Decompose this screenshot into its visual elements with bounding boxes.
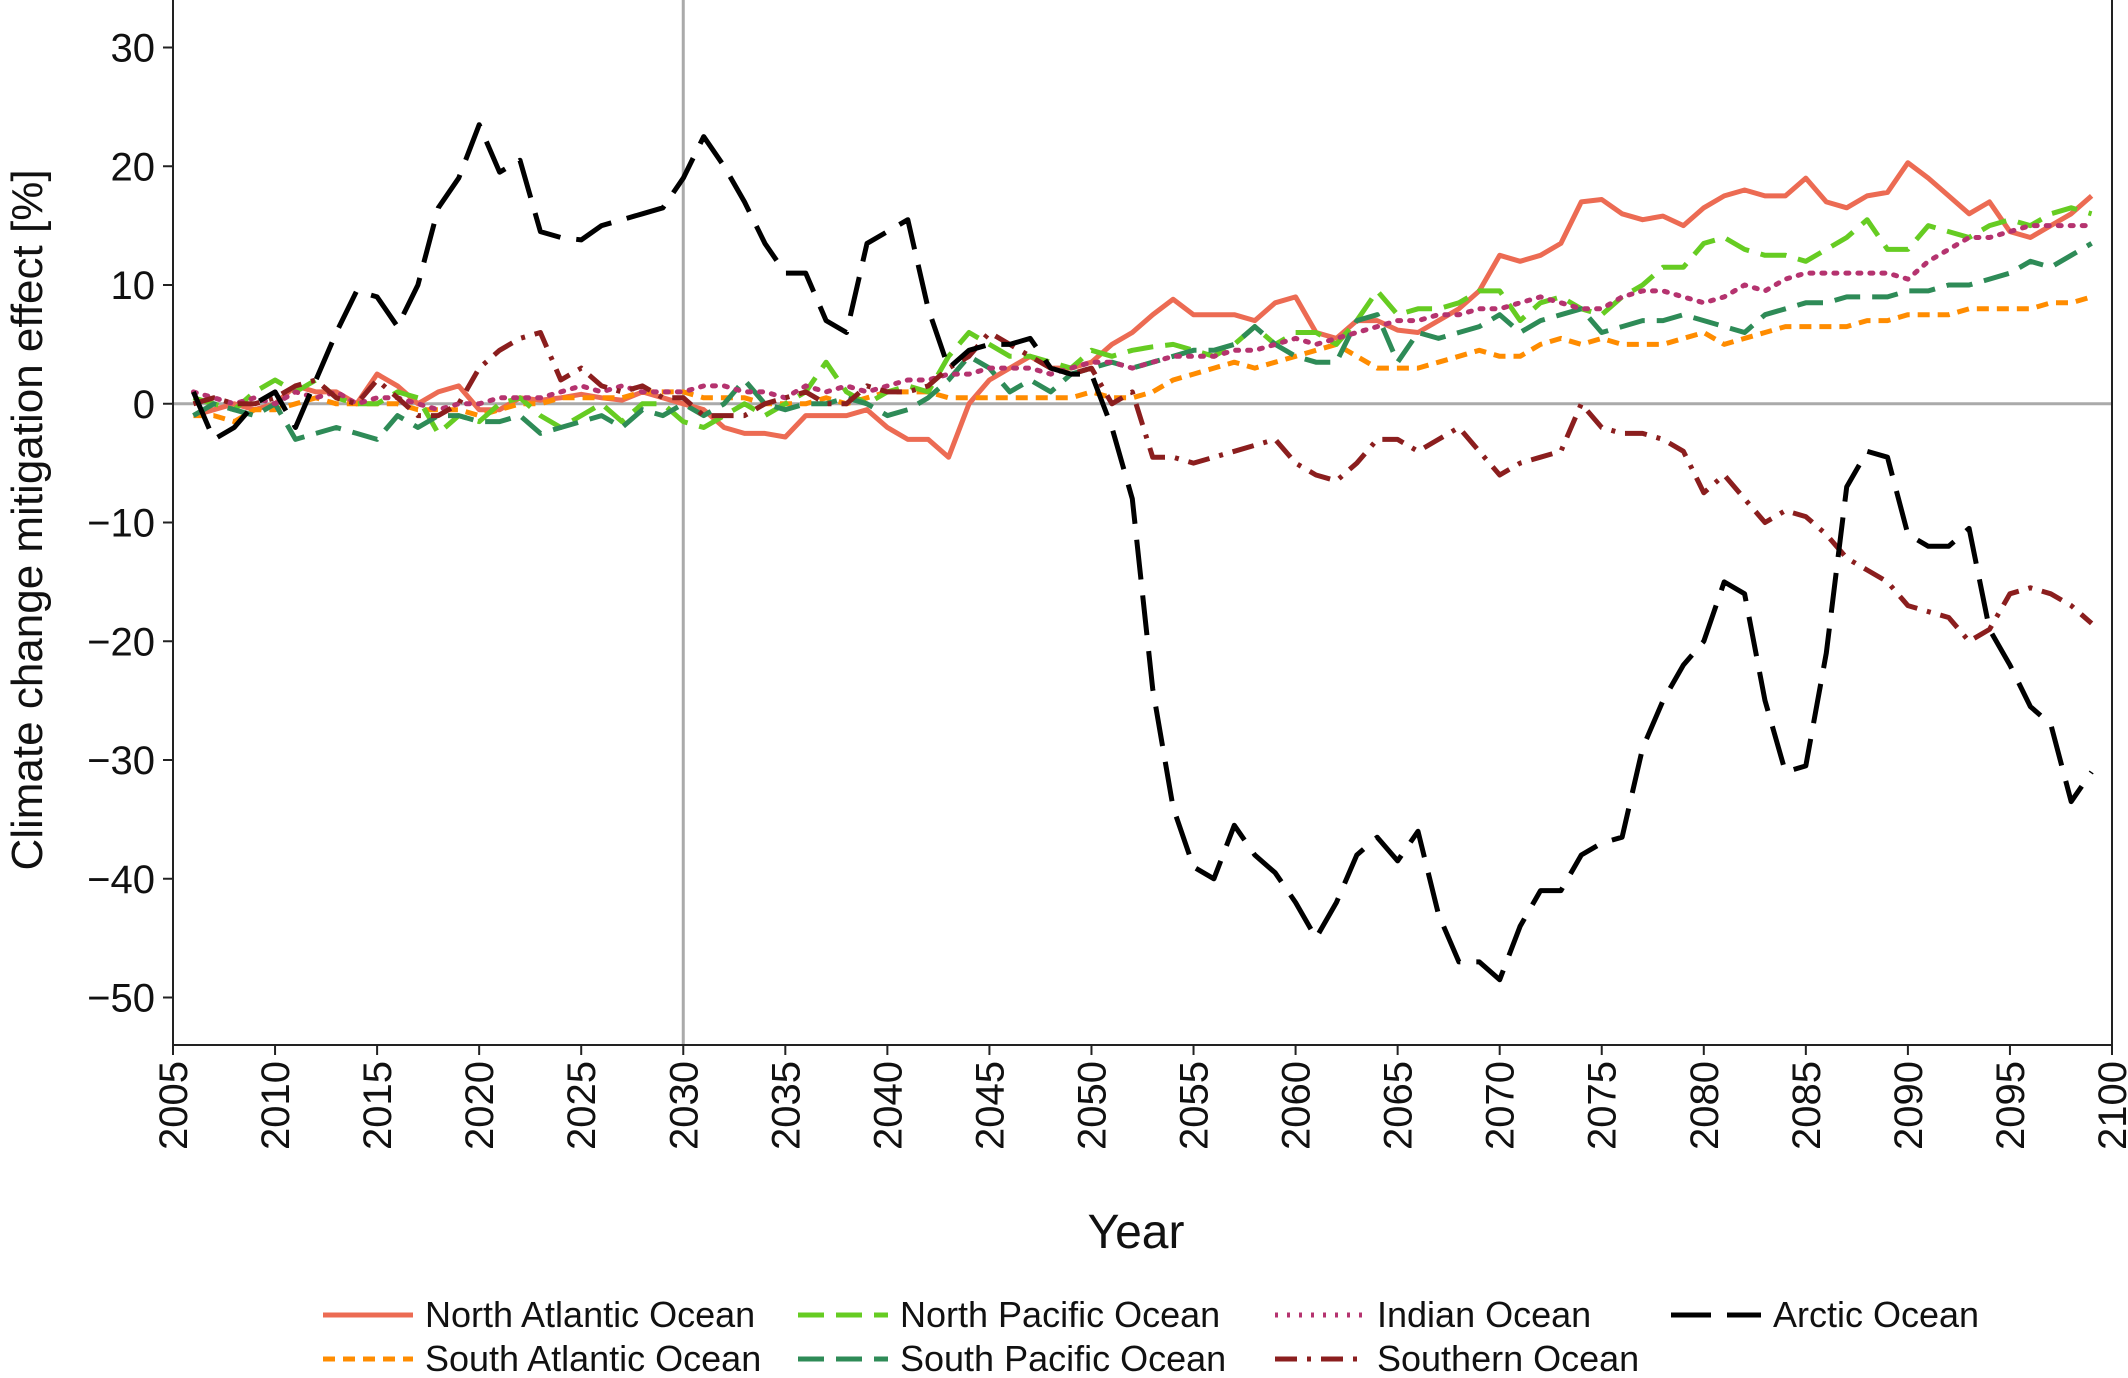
legend-label: South Pacific Ocean	[900, 1338, 1226, 1378]
y-tick-label: −30	[87, 739, 155, 783]
x-tick-label: 2100	[2091, 1061, 2128, 1150]
y-tick-label: 10	[111, 264, 156, 308]
x-tick-label: 2050	[1070, 1061, 1114, 1150]
x-tick-label: 2030	[662, 1061, 706, 1150]
x-tick-label: 2025	[560, 1061, 604, 1150]
y-tick-label: −50	[87, 977, 155, 1021]
series-line	[191, 122, 2094, 983]
x-tick-label: 2080	[1683, 1061, 1727, 1150]
series-line	[192, 330, 2094, 644]
legend-label: North Atlantic Ocean	[425, 1294, 755, 1335]
series-line	[192, 205, 2093, 436]
legend-label: Southern Ocean	[1377, 1338, 1639, 1378]
x-tick-label: 2065	[1377, 1061, 1421, 1150]
x-tick-label: 2010	[254, 1061, 298, 1150]
x-tick-label: 2005	[152, 1061, 196, 1150]
x-tick-label: 2090	[1887, 1061, 1931, 1150]
series-line	[193, 294, 2093, 425]
legend-label: North Pacific Ocean	[900, 1294, 1220, 1335]
x-tick-label: 2020	[458, 1061, 502, 1150]
x-tick-label: 2035	[764, 1061, 808, 1150]
y-tick-label: −10	[87, 502, 155, 546]
legend-label: Indian Ocean	[1377, 1294, 1591, 1335]
y-tick-label: −40	[87, 858, 155, 902]
x-tick-label: 2045	[968, 1061, 1012, 1150]
x-tick-label: 2095	[1989, 1061, 2033, 1150]
y-tick-label: 30	[111, 27, 156, 71]
x-tick-label: 2055	[1173, 1061, 1217, 1150]
legend-label: South Atlantic Ocean	[425, 1338, 761, 1378]
series-line	[190, 223, 2095, 413]
x-tick-label: 2060	[1275, 1061, 1319, 1150]
y-axis-label: Climate change mitigation effect [%]	[3, 169, 52, 870]
y-tick-label: 20	[111, 145, 156, 189]
x-tick-label: 2075	[1581, 1061, 1625, 1150]
y-tick-label: −20	[87, 620, 155, 664]
x-tick-label: 2040	[866, 1061, 910, 1150]
x-tick-label: 2085	[1785, 1061, 1829, 1150]
series-line	[192, 160, 2094, 460]
x-tick-label: 2015	[356, 1061, 400, 1150]
x-axis-label: Year	[1088, 1206, 1185, 1259]
x-tick-label: 2070	[1479, 1061, 1523, 1150]
legend-label: Arctic Ocean	[1773, 1294, 1979, 1335]
y-tick-label: 0	[133, 383, 155, 427]
